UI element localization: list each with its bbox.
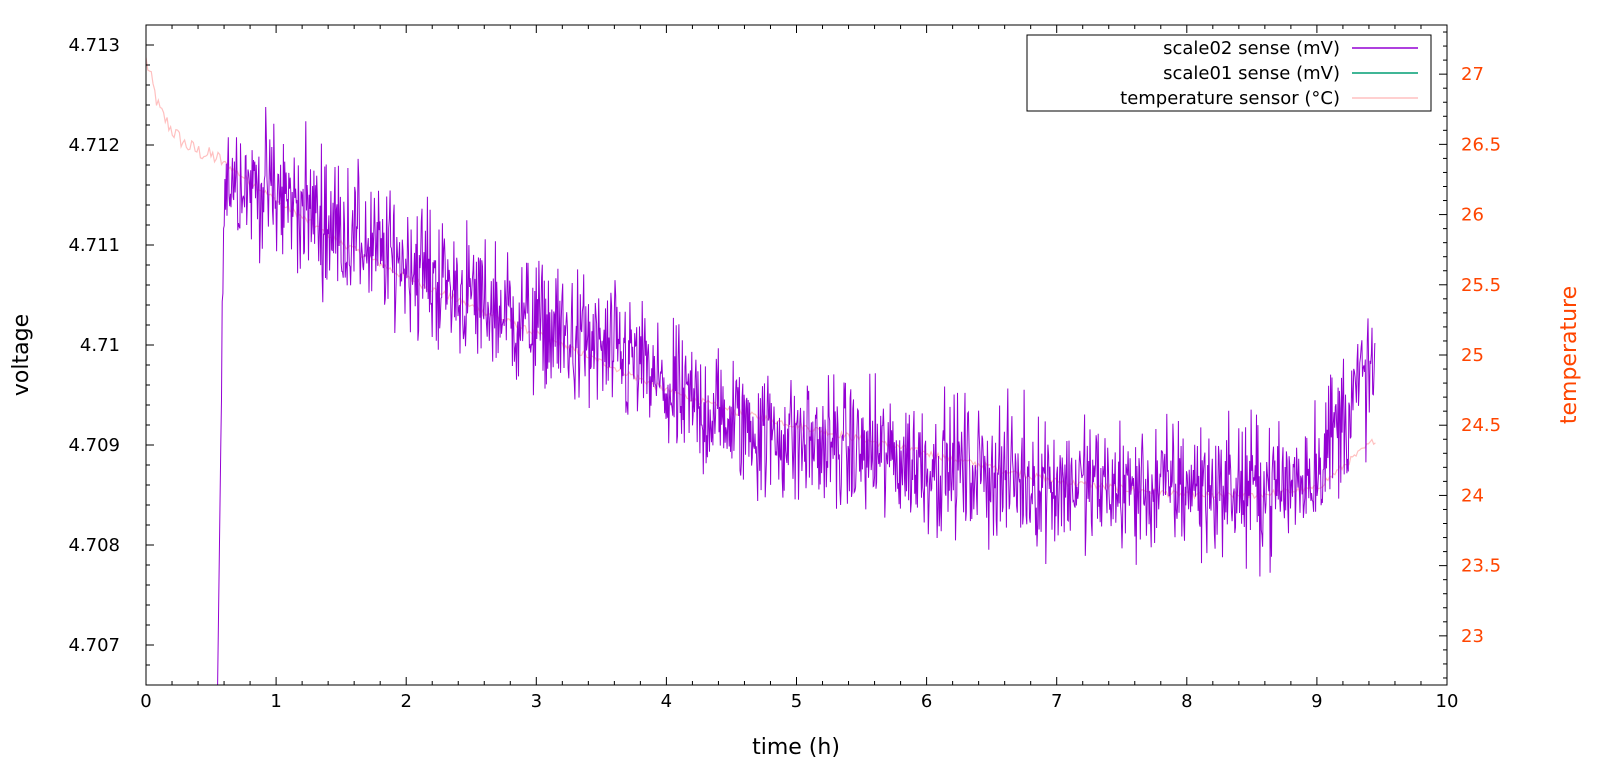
y-tick-label: 4.712 (68, 135, 120, 156)
y2-tick-label: 25.5 (1461, 275, 1501, 296)
legend-label-scale02: scale02 sense (mV) (1163, 38, 1340, 59)
y-tick-label: 4.713 (68, 35, 120, 56)
x-tick-label: 2 (400, 691, 411, 712)
x-tick-label: 10 (1436, 691, 1459, 712)
y2-tick-label: 23 (1461, 626, 1484, 647)
y2-tick-label: 26.5 (1461, 134, 1501, 155)
y-axis-right: 23 23.5 24 24.5 25 25.5 26 26.5 27 (1439, 31, 1501, 679)
x-tick-label: 1 (270, 691, 281, 712)
y-tick-label: 4.71 (80, 335, 120, 356)
y-axis-left: 4.707 4.708 4.709 4.71 4.711 4.712 4.713 (68, 24, 154, 686)
x-tick-label: 9 (1311, 691, 1322, 712)
y2-axis-title: temperature (1557, 286, 1582, 424)
x-tick-label: 3 (531, 691, 542, 712)
plot-frame (145, 24, 1448, 686)
legend-label-temperature: temperature sensor (°C) (1120, 88, 1340, 109)
x-axis-title: time (h) (752, 735, 840, 760)
x-tick-label: 6 (921, 691, 932, 712)
x-axis: 0 1 2 3 4 5 6 7 8 9 10 (140, 25, 1458, 712)
x-tick-label: 7 (1051, 691, 1062, 712)
y2-tick-label: 27 (1461, 64, 1484, 85)
legend: scale02 sense (mV) scale01 sense (mV) te… (1026, 34, 1432, 112)
legend-label-scale01: scale01 sense (mV) (1163, 63, 1340, 84)
y2-tick-label: 24 (1461, 485, 1484, 506)
y2-tick-label: 26 (1461, 205, 1484, 226)
x-tick-label: 0 (140, 691, 151, 712)
y-tick-label: 4.708 (68, 535, 120, 556)
y-axis-title: voltage (9, 314, 34, 396)
y-tick-label: 4.709 (68, 435, 120, 456)
series-line-scale02 (217, 106, 1376, 685)
y2-tick-label: 25 (1461, 345, 1484, 366)
y2-tick-label: 24.5 (1461, 415, 1501, 436)
y-tick-label: 4.711 (68, 235, 120, 256)
series-layer (146, 57, 1376, 685)
x-tick-label: 5 (791, 691, 802, 712)
y2-tick-label: 23.5 (1461, 556, 1501, 577)
x-tick-label: 8 (1181, 691, 1192, 712)
y-tick-label: 4.707 (68, 635, 120, 656)
x-tick-label: 4 (661, 691, 672, 712)
